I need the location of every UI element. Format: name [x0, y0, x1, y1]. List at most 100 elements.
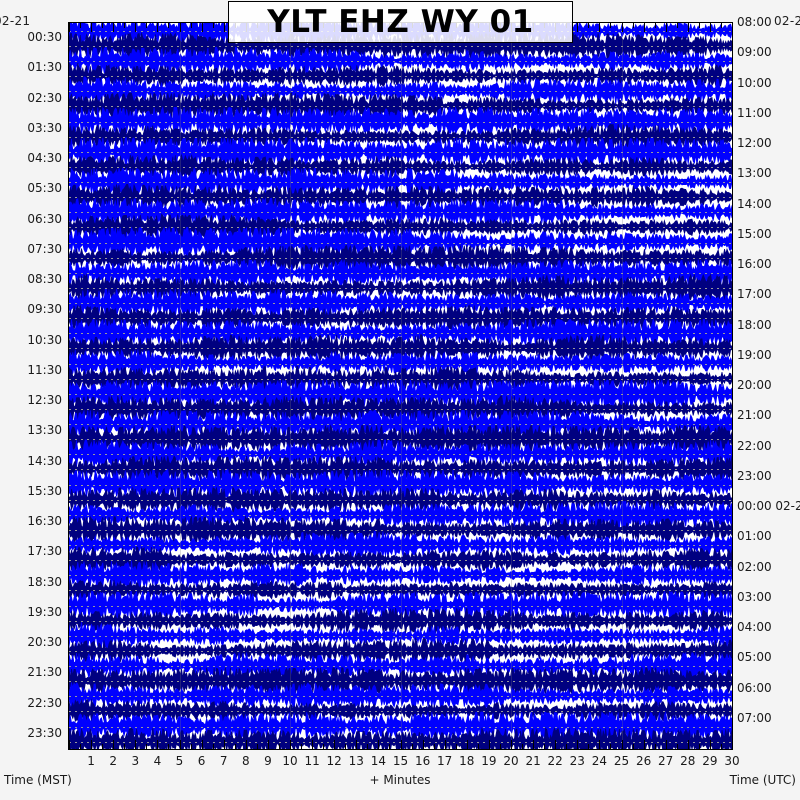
mst-time-label: 19:30: [27, 604, 62, 619]
minute-axis-label: 29: [702, 754, 718, 768]
trace-waveform: [69, 349, 732, 378]
utc-time-label: 03:00: [737, 589, 772, 604]
trace-row: [69, 726, 732, 749]
mst-time-label: 08:30: [27, 272, 62, 287]
trace-waveform: [69, 258, 732, 288]
mst-time-label: 03:30: [27, 120, 62, 135]
minute-axis-label: 18: [459, 754, 475, 768]
utc-time-label: 22:00: [737, 438, 772, 453]
utc-time-label: 13:00: [737, 166, 772, 181]
plot-area: [68, 22, 733, 750]
minute-axis-label: 16: [414, 754, 431, 768]
mst-time-label: 15:30: [27, 483, 62, 498]
mst-time-label: 01:30: [27, 60, 62, 75]
minute-axis-label: 1: [87, 754, 95, 768]
mst-time-label: 10:30: [27, 332, 62, 347]
minute-axis-label: 17: [437, 754, 453, 768]
trace-waveform: [69, 530, 732, 559]
mst-time-label: 02:30: [27, 90, 62, 105]
utc-time-label: 14:00: [737, 196, 772, 211]
trace-waveform: [69, 726, 732, 749]
minute-axis-label: 19: [481, 754, 497, 768]
minute-axis-label: 26: [635, 754, 652, 768]
trace-row: [69, 589, 732, 621]
utc-time-label: 07:00: [737, 710, 772, 725]
minute-axis-label: 3: [131, 754, 140, 768]
end-date-label: 02-22: [774, 14, 800, 28]
trace-row: [69, 635, 732, 667]
utc-time-label: 10:00: [737, 75, 772, 90]
minute-axis-label: 8: [241, 754, 250, 768]
trace-waveform: [69, 636, 732, 665]
utc-time-label: 12:00: [737, 136, 772, 150]
minute-axis-label: 12: [326, 754, 342, 768]
station-title-box: YLT EHZ WY 01: [228, 1, 573, 43]
mst-time-label: 17:30: [27, 544, 62, 559]
mst-time-label: 13:30: [27, 423, 62, 438]
mst-time-label: 04:30: [27, 151, 62, 166]
minute-axis-label: 5: [175, 754, 184, 768]
minute-axis-label: 30: [724, 754, 740, 768]
utc-time-label: 19:00: [737, 347, 772, 362]
utc-time-label: 04:00: [737, 620, 772, 634]
trace-row: [69, 605, 732, 637]
mst-time-label: 21:30: [27, 665, 62, 680]
minute-axis-label: 15: [392, 754, 409, 768]
minute-axis-label: 24: [591, 754, 608, 768]
trace-canvas: [69, 23, 732, 749]
mst-time-label: 20:30: [27, 635, 62, 650]
trace-waveform: [69, 590, 732, 621]
mst-time-label: 16:30: [27, 514, 62, 529]
utc-time-label: 11:00: [737, 105, 772, 120]
utc-time-label: 08:00: [737, 15, 772, 29]
mst-time-label: 23:30: [27, 725, 62, 740]
minute-axis-label: 25: [613, 754, 630, 768]
minute-axis-label: 27: [658, 754, 674, 768]
utc-time-label: 01:00: [737, 529, 772, 544]
trace-row: [69, 347, 732, 379]
mst-time-label: 22:30: [27, 695, 62, 710]
mst-time-label: 00:30: [27, 30, 62, 45]
minute-axis-label: 28: [680, 754, 696, 768]
utc-time-label: 06:00: [737, 680, 772, 695]
trace-row: [69, 257, 732, 289]
utc-time-label: 09:00: [737, 45, 772, 60]
utc-time-label: 15:00: [737, 226, 772, 241]
utc-time-label: 18:00: [737, 317, 772, 332]
minute-axis-label: 20: [503, 754, 519, 768]
utc-time-label: 05:00: [737, 650, 772, 665]
utc-time-label: 21:00: [737, 408, 772, 423]
trace-waveform: [69, 607, 732, 636]
mst-time-label: 11:30: [27, 362, 62, 377]
minute-axis-label: 10: [282, 754, 298, 768]
start-date-label: 02-21: [0, 14, 31, 28]
minute-axis-label: 23: [569, 754, 585, 768]
minute-tick: [732, 23, 733, 32]
mst-time-label: 09:30: [27, 302, 62, 317]
minute-axis-label: 7: [219, 754, 228, 768]
page-title: YLT EHZ WY 01: [267, 3, 534, 40]
mst-time-label: 05:30: [27, 181, 62, 196]
minute-axis-label: 11: [304, 754, 320, 768]
utc-time-label: 16:00: [737, 257, 772, 271]
utc-time-label: 00:00 02-22: [737, 499, 800, 513]
utc-time-label: 20:00: [737, 378, 772, 392]
minute-axis-label: 13: [348, 754, 364, 768]
minute-axis-label: 21: [525, 754, 541, 768]
minute-axis-label: 4: [153, 754, 162, 768]
minute-axis-label: 22: [547, 754, 563, 768]
utc-time-label: 23:00: [737, 468, 772, 483]
axis-caption-right: Time (UTC): [729, 773, 796, 787]
axis-caption-center: + Minutes: [369, 773, 431, 787]
utc-time-label: 17:00: [737, 287, 772, 302]
mst-time-label: 14:30: [27, 453, 62, 468]
minute-axis-label: 2: [109, 754, 117, 768]
trace-row: [69, 529, 732, 561]
minute-axis-label: 9: [264, 754, 272, 768]
minute-axis-label: 14: [370, 754, 387, 768]
mst-time-label: 06:30: [27, 211, 62, 226]
mst-time-label: 07:30: [27, 241, 62, 256]
minute-axis-label: 6: [197, 754, 206, 768]
axis-caption-left: Time (MST): [4, 773, 72, 787]
